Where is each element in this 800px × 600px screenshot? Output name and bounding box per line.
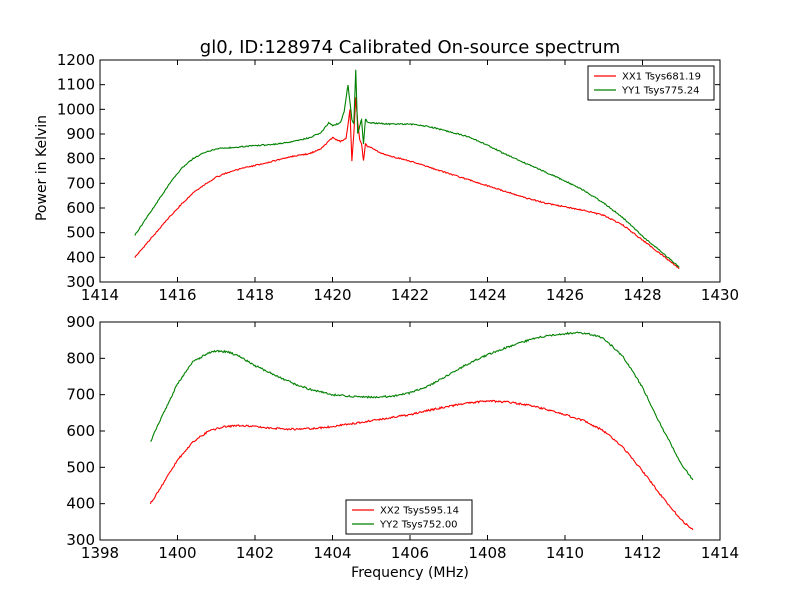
x-tick-label: 1402 — [236, 544, 274, 562]
y-tick-label: 1100 — [57, 76, 95, 94]
y-tick-label: 400 — [66, 495, 95, 513]
y-tick-label: 900 — [66, 313, 95, 331]
x-tick-label: 1426 — [546, 286, 584, 304]
legend-label: XX2 Tsys595.14 — [380, 506, 459, 517]
y-tick-label: 400 — [66, 248, 95, 266]
x-tick-label: 1418 — [236, 286, 274, 304]
x-tick-label: 1414 — [81, 286, 119, 304]
x-tick-label: 1424 — [468, 286, 506, 304]
y-tick-label: 300 — [66, 531, 95, 549]
series-line-1 — [149, 399, 694, 531]
y-tick-label: 500 — [66, 224, 95, 242]
legend-label: YY1 Tsys775.24 — [621, 86, 700, 97]
x-axis-label: Frequency (MHz) — [351, 565, 469, 581]
y-tick-label: 900 — [66, 125, 95, 143]
series-line-1 — [134, 97, 680, 269]
legend-box — [345, 499, 473, 535]
y-tick-label: 300 — [66, 273, 95, 291]
x-tick-label: 1414 — [701, 544, 739, 562]
x-tick-label: 1430 — [701, 286, 739, 304]
top-spectrum-panel: Power in Kelvin 1414 1416 1418 1420 1422 1424… — [34, 51, 739, 304]
x-tick-label: 1404 — [313, 544, 351, 562]
x-tick-label: 1428 — [623, 286, 661, 304]
x-tick-label: 1416 — [158, 286, 196, 304]
y-tick-label: 600 — [66, 199, 95, 217]
x-tick-label: 1412 — [623, 544, 661, 562]
x-tick-label: 1398 — [81, 544, 119, 562]
legend-label: YY2 Tsys752.00 — [379, 520, 458, 531]
legend-label: XX1 Tsys681.19 — [622, 72, 701, 83]
series-line-2 — [134, 69, 680, 268]
y-tick-label: 600 — [66, 422, 95, 440]
x-tick-label: 1420 — [313, 286, 351, 304]
y-tick-label: 700 — [66, 386, 95, 404]
y-tick-label: 800 — [66, 349, 95, 367]
x-tick-label: 1408 — [468, 544, 506, 562]
legend-box — [587, 65, 715, 101]
figure-title: gl0, ID:128974 Calibrated On-source spec… — [200, 37, 620, 58]
x-tick-label: 1410 — [546, 544, 584, 562]
y-tick-label: 1200 — [57, 51, 95, 69]
x-tick-label: 1422 — [391, 286, 429, 304]
top-y-axis-label: Power in Kelvin — [34, 115, 50, 221]
y-tick-label: 800 — [66, 150, 95, 168]
x-tick-label: 1400 — [158, 544, 196, 562]
y-tick-label: 700 — [66, 174, 95, 192]
bottom-spectrum-panel: 1398 1400 1402 1404 1406 1408 1410 1412 1414 300 4… — [66, 313, 739, 562]
y-tick-label: 1000 — [57, 100, 95, 118]
series-line-2 — [150, 331, 694, 481]
y-tick-label: 500 — [66, 458, 95, 476]
x-tick-label: 1406 — [391, 544, 429, 562]
